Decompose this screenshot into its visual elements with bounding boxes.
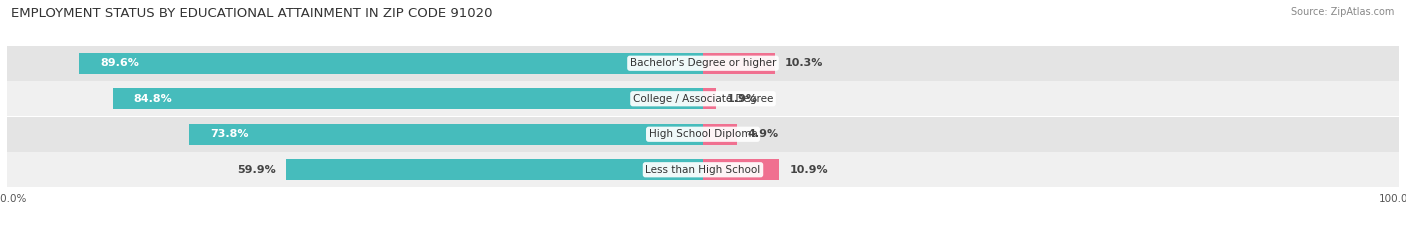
Bar [703,53,775,74]
Text: 10.9%: 10.9% [789,165,828,175]
Bar [112,88,703,110]
Bar [7,152,1399,187]
Bar [190,123,703,145]
Text: 1.9%: 1.9% [727,94,758,104]
Text: 59.9%: 59.9% [238,165,276,175]
Text: 10.3%: 10.3% [785,58,824,68]
Bar [703,123,737,145]
Text: EMPLOYMENT STATUS BY EDUCATIONAL ATTAINMENT IN ZIP CODE 91020: EMPLOYMENT STATUS BY EDUCATIONAL ATTAINM… [11,7,492,20]
Bar [285,159,703,180]
Text: Bachelor's Degree or higher: Bachelor's Degree or higher [630,58,776,68]
Text: 4.9%: 4.9% [748,129,779,139]
Bar [7,117,1399,152]
Bar [7,46,1399,81]
Text: 89.6%: 89.6% [100,58,139,68]
Text: 84.8%: 84.8% [134,94,173,104]
Text: Source: ZipAtlas.com: Source: ZipAtlas.com [1291,7,1395,17]
Text: High School Diploma: High School Diploma [648,129,758,139]
Bar [703,88,716,110]
Bar [7,81,1399,116]
Text: College / Associate Degree: College / Associate Degree [633,94,773,104]
Bar [703,159,779,180]
Bar [79,53,703,74]
Text: Less than High School: Less than High School [645,165,761,175]
Text: 73.8%: 73.8% [211,129,249,139]
